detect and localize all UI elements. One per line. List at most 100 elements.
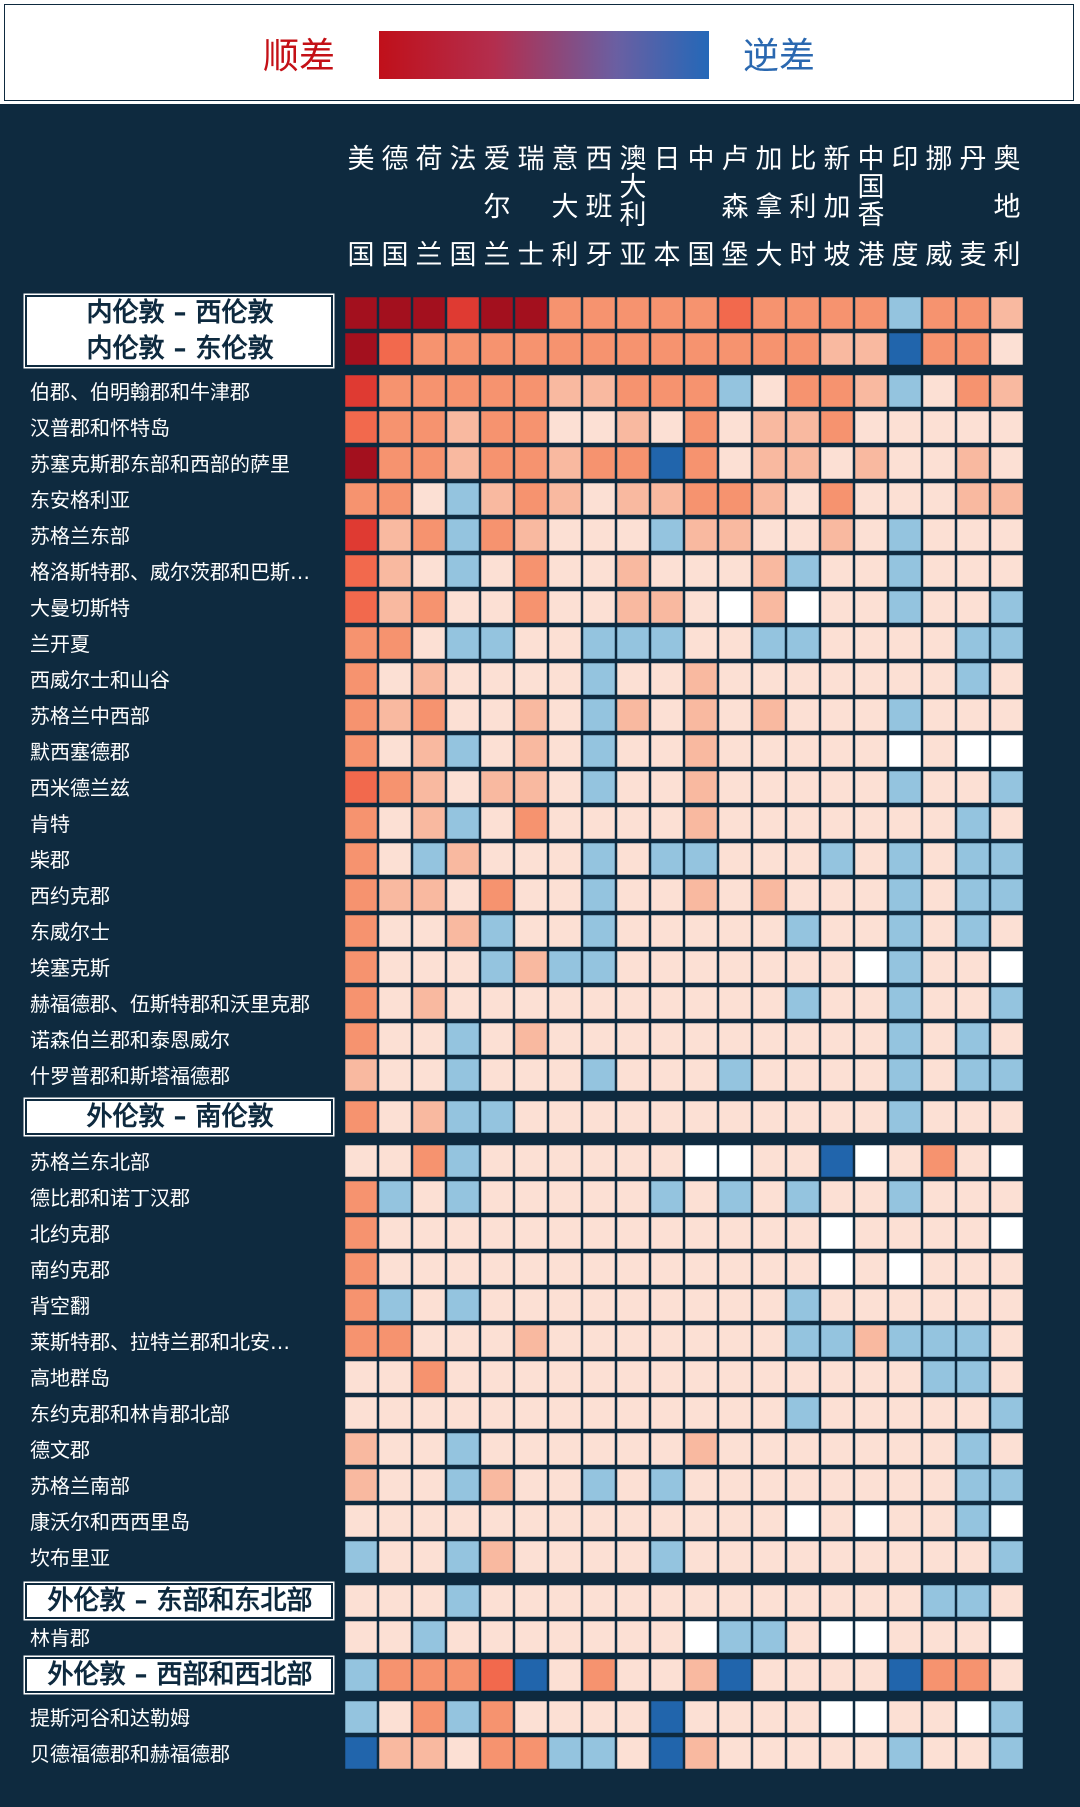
heatmap-cell [413, 1541, 445, 1573]
heatmap-cell [923, 447, 955, 479]
heatmap-cell [991, 483, 1023, 515]
heatmap-cell [787, 1059, 819, 1091]
heatmap-cell [991, 807, 1023, 839]
heatmap-cell [651, 1059, 683, 1091]
heatmap-cell [617, 879, 649, 911]
heatmap-cell [855, 879, 887, 911]
heatmap-cell [651, 1701, 683, 1733]
heatmap-cell [413, 1217, 445, 1249]
heatmap-cell [787, 627, 819, 659]
heatmap-cell [685, 411, 717, 443]
heatmap-cell [515, 1659, 547, 1691]
heatmap-cell [923, 1433, 955, 1465]
heatmap-cell [957, 1701, 989, 1733]
heatmap-cell [821, 807, 853, 839]
heatmap-cell [447, 1181, 479, 1213]
heatmap-cell [447, 1145, 479, 1177]
heatmap-cell [447, 1253, 479, 1285]
heatmap-cell [685, 1585, 717, 1617]
heatmap-cell [515, 591, 547, 623]
heatmap-cell [685, 1397, 717, 1429]
heatmap-cell [957, 699, 989, 731]
heatmap-cell [787, 771, 819, 803]
heatmap-cell [787, 447, 819, 479]
heatmap-cell [821, 663, 853, 695]
heatmap-cell [549, 1023, 581, 1055]
heatmap-cell [379, 483, 411, 515]
heatmap-cell [685, 1101, 717, 1133]
heatmap-cell [345, 879, 377, 911]
heatmap-cell [549, 1505, 581, 1537]
column-label-char: 印 [892, 144, 919, 175]
heatmap-cell [685, 951, 717, 983]
heatmap-cell [549, 1289, 581, 1321]
heatmap-cell [889, 699, 921, 731]
heatmap-cell [923, 297, 955, 329]
heatmap-cell [685, 771, 717, 803]
heatmap-cell [889, 1101, 921, 1133]
heatmap-cell [447, 1023, 479, 1055]
heatmap-cell [413, 555, 445, 587]
column-label-char: 堡 [722, 240, 749, 271]
heatmap-cell [651, 1325, 683, 1357]
heatmap-cell [957, 483, 989, 515]
heatmap-cell [583, 915, 615, 947]
heatmap-cell [345, 1505, 377, 1537]
heatmap-cell [753, 1505, 785, 1537]
heatmap-cell [923, 1621, 955, 1653]
heatmap-cell [549, 1397, 581, 1429]
heatmap-cell [753, 1253, 785, 1285]
heatmap-cell [889, 627, 921, 659]
group-label-box [20, 1094, 338, 1140]
row-label: 康沃尔和西西里岛 [30, 1510, 190, 1534]
heatmap-cell [515, 1505, 547, 1537]
heatmap-cell [481, 663, 513, 695]
heatmap-cell [617, 699, 649, 731]
heatmap-cell [549, 447, 581, 479]
heatmap-cell [549, 807, 581, 839]
heatmap-cell [957, 843, 989, 875]
heatmap-cell [617, 987, 649, 1019]
heatmap-cell [855, 411, 887, 443]
heatmap-cell [447, 333, 479, 365]
heatmap-cell [719, 1541, 751, 1573]
heatmap-cell [413, 627, 445, 659]
heatmap-cell [345, 333, 377, 365]
heatmap-cell [413, 1737, 445, 1769]
heatmap-cell [447, 987, 479, 1019]
heatmap-cell [549, 1621, 581, 1653]
heatmap-cell [991, 1737, 1023, 1769]
heatmap-cell [685, 915, 717, 947]
heatmap-cell [379, 771, 411, 803]
heatmap-cell [481, 591, 513, 623]
heatmap-cell [957, 555, 989, 587]
heatmap-cell [719, 663, 751, 695]
heatmap-cell [787, 1145, 819, 1177]
heatmap-cell [923, 1325, 955, 1357]
heatmap-cell [855, 1289, 887, 1321]
heatmap-cell [685, 1505, 717, 1537]
heatmap-cell [583, 1217, 615, 1249]
heatmap-cell [345, 1325, 377, 1357]
heatmap-cell [957, 1253, 989, 1285]
heatmap-cell [855, 1737, 887, 1769]
heatmap-cell [889, 1181, 921, 1213]
heatmap-cell [481, 627, 513, 659]
heatmap-cell [651, 411, 683, 443]
heatmap-cell [617, 375, 649, 407]
heatmap-cell [889, 1541, 921, 1573]
heatmap-cell [447, 699, 479, 731]
heatmap-cell [583, 627, 615, 659]
heatmap-cell [617, 1541, 649, 1573]
heatmap-cell [379, 591, 411, 623]
column-label-char: 拿 [756, 192, 783, 223]
heatmap-cell [685, 1433, 717, 1465]
heatmap-cell [481, 297, 513, 329]
heatmap-cell [379, 519, 411, 551]
heatmap-cell [549, 1585, 581, 1617]
heatmap-cell [685, 1217, 717, 1249]
heatmap-cell [379, 1145, 411, 1177]
heatmap-cell [481, 1181, 513, 1213]
heatmap-cell [719, 333, 751, 365]
heatmap-cell [617, 1505, 649, 1537]
